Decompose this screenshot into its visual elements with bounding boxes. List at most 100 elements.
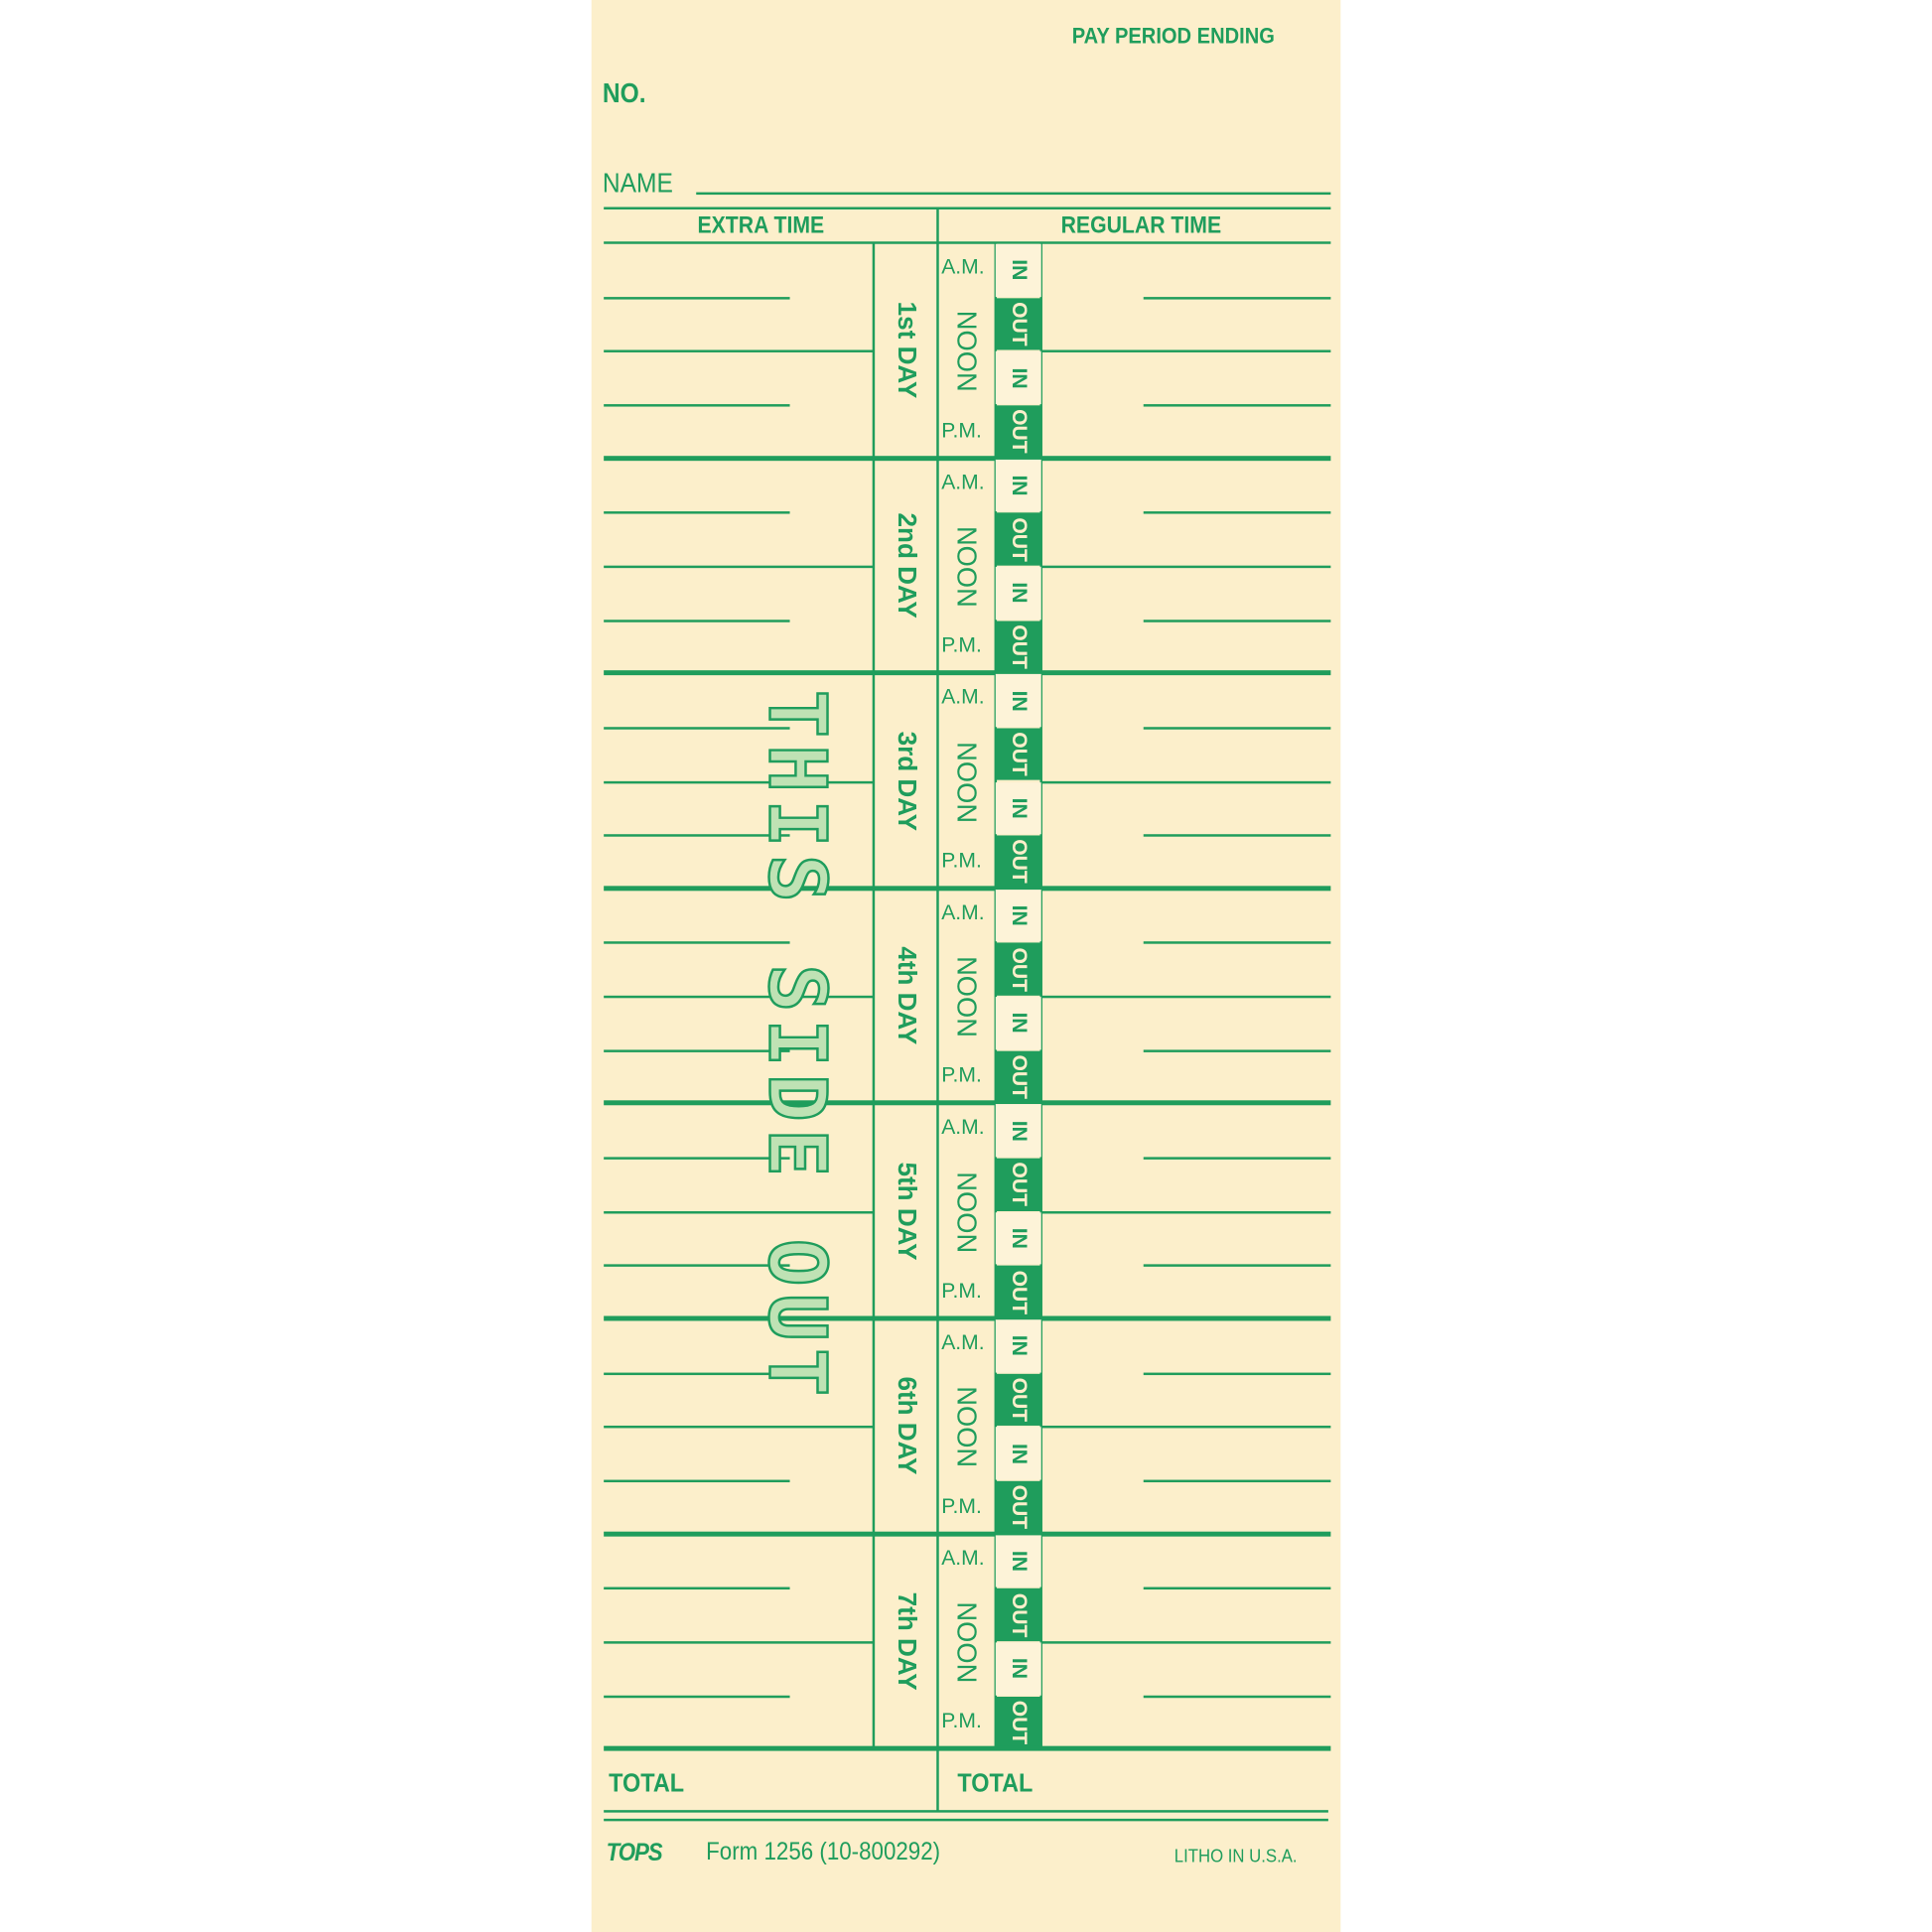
regular-time-line[interactable] [1143,511,1331,514]
litho-label: LITHO IN U.S.A. [1173,1846,1298,1867]
divider [872,1317,876,1534]
regular-time-line[interactable] [1040,995,1331,999]
punch-out-slot[interactable]: OUT [995,1373,1041,1427]
punch-in-slot[interactable]: IN [995,1642,1041,1696]
regular-time-line[interactable] [1040,349,1331,353]
name-field-line[interactable] [696,192,1331,196]
regular-time-line[interactable] [1143,296,1331,300]
extra-time-line[interactable] [604,941,790,945]
punch-in-slot[interactable]: IN [995,997,1041,1050]
extra-time-line[interactable] [604,1049,790,1052]
regular-time-line[interactable] [1143,1479,1331,1482]
extra-time-line[interactable] [604,727,790,730]
extra-time-line[interactable] [604,404,790,407]
extra-time-line[interactable] [604,1157,790,1160]
divider [936,458,939,673]
extra-time-line[interactable] [604,349,874,353]
punch-out-label: OUT [1007,409,1032,454]
punch-in-slot[interactable]: IN [995,1534,1041,1587]
punch-out-slot[interactable]: OUT [995,835,1041,889]
punch-out-slot[interactable]: OUT [995,1696,1041,1749]
extra-time-line[interactable] [604,995,874,999]
regular-time-line[interactable] [1143,1372,1331,1375]
punch-out-slot[interactable]: OUT [995,512,1041,566]
regular-time-line[interactable] [1143,404,1331,407]
punch-in-slot[interactable]: IN [995,1211,1041,1265]
regular-time-line[interactable] [1040,1426,1331,1429]
extra-time-line[interactable] [604,619,790,622]
punch-out-label: OUT [1007,302,1032,346]
extra-time-line[interactable] [604,1479,790,1482]
punch-in-slot[interactable]: IN [995,1427,1041,1480]
punch-in-label: IN [1007,259,1032,281]
regular-time-line[interactable] [1143,834,1331,837]
regular-time-line[interactable] [1143,1264,1331,1268]
regular-time-line[interactable] [1143,1695,1331,1698]
extra-time-line[interactable] [604,296,790,300]
divider [936,242,939,459]
this-side-out-watermark: THIS SIDE OUT [750,689,843,1405]
noon-label: NOON [951,311,983,393]
punch-out-slot[interactable]: OUT [995,1480,1041,1534]
regular-time-line[interactable] [1143,941,1331,945]
extra-time-line[interactable] [604,834,790,837]
extra-time-line[interactable] [604,1587,790,1590]
regular-time-line[interactable] [1143,1587,1331,1590]
extra-time-line[interactable] [604,1264,790,1268]
regular-time-line[interactable] [1143,619,1331,622]
divider [994,458,998,673]
regular-time-line[interactable] [1040,565,1331,569]
punch-out-slot[interactable]: OUT [995,1588,1041,1642]
extra-time-line[interactable] [604,1426,874,1429]
pm-label: P.M. [941,1279,982,1303]
punch-out-slot[interactable]: OUT [995,620,1041,673]
day-label: 6th DAY [892,1376,921,1475]
punch-out-slot[interactable]: OUT [995,728,1041,781]
pm-label: P.M. [941,633,982,657]
regular-time-line[interactable] [1143,1049,1331,1052]
number-field[interactable] [665,73,911,110]
regular-time-line[interactable] [1040,780,1331,783]
punch-in-slot[interactable]: IN [995,889,1041,942]
punch-out-slot[interactable]: OUT [995,942,1041,996]
extra-time-heading: EXTRA TIME [697,212,825,239]
divider [872,672,876,889]
extra-time-line[interactable] [604,1372,790,1375]
extra-time-line[interactable] [604,1210,874,1214]
extra-time-line[interactable] [604,511,790,514]
punch-in-slot[interactable]: IN [995,1104,1041,1158]
punch-out-slot[interactable]: OUT [995,297,1041,350]
punch-out-slot[interactable]: OUT [995,405,1041,459]
regular-time-line[interactable] [1143,727,1331,730]
divider [994,1533,998,1749]
time-card [591,0,1341,1932]
punch-in-slot[interactable]: IN [995,781,1041,835]
divider [872,1533,876,1749]
pay-period-ending-field[interactable] [1146,37,1330,86]
punch-in-slot[interactable]: IN [995,459,1041,512]
punch-out-slot[interactable]: OUT [995,1266,1041,1318]
noon-label: NOON [951,1601,983,1684]
punch-out-slot[interactable]: OUT [995,1050,1041,1104]
extra-time-line[interactable] [604,1695,790,1698]
divider [1039,672,1042,889]
punch-out-slot[interactable]: OUT [995,1158,1041,1211]
punch-out-label: OUT [1007,1592,1032,1637]
day-label: 2nd DAY [892,512,921,619]
extra-time-line[interactable] [604,565,874,569]
punch-in-slot[interactable]: IN [995,243,1041,297]
extra-time-line[interactable] [604,780,874,783]
regular-time-line[interactable] [1143,1157,1331,1160]
punch-in-slot[interactable]: IN [995,351,1041,405]
regular-time-line[interactable] [1040,1210,1331,1214]
divider [872,1103,876,1318]
regular-time-line[interactable] [1040,1641,1331,1644]
punch-in-slot[interactable]: IN [995,566,1041,620]
day-label: 5th DAY [892,1162,921,1261]
punch-in-slot[interactable]: IN [995,1319,1041,1373]
extra-time-line[interactable] [604,1641,874,1644]
punch-out-label: OUT [1007,1377,1032,1423]
divider [936,1533,939,1749]
punch-in-slot[interactable]: IN [995,674,1041,728]
